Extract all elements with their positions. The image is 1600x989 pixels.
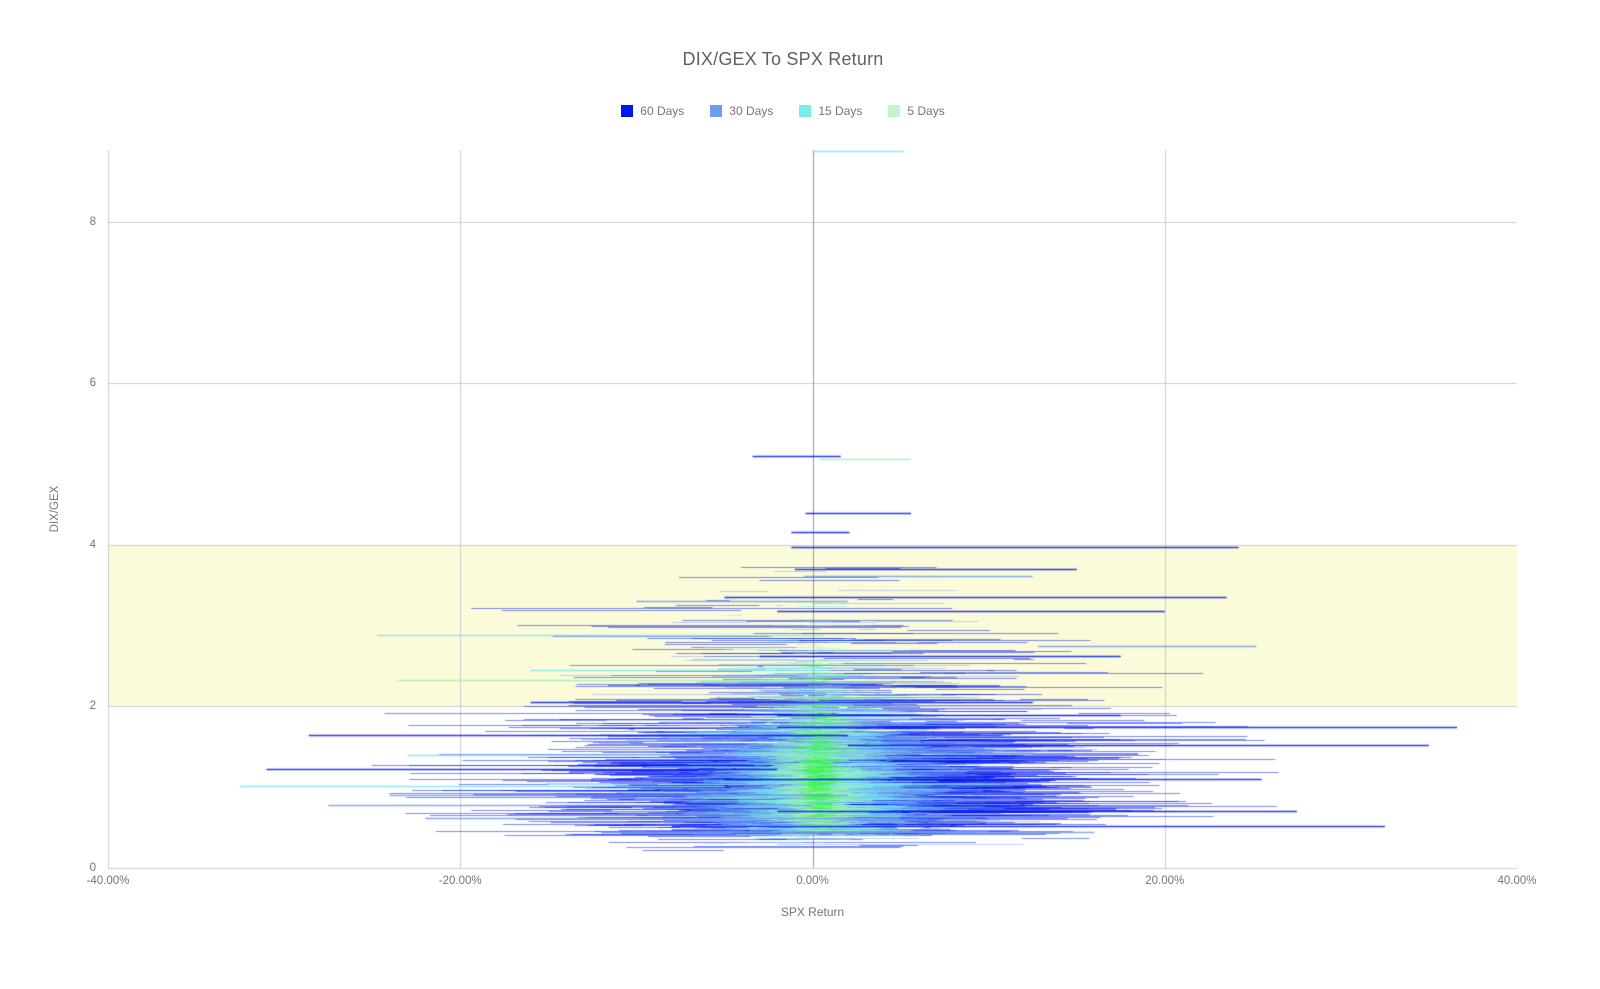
legend-swatch: [710, 105, 723, 117]
y-tick-label: 2: [89, 700, 96, 713]
x-tick-label: 40.00%: [1497, 875, 1537, 887]
y-tick-label: 6: [89, 377, 96, 390]
legend-label: 30 Days: [729, 104, 774, 118]
y-tick-label: 8: [89, 215, 96, 228]
legend-swatch: [621, 105, 634, 117]
legend-item-60-days: 60 Days: [621, 104, 684, 118]
legend-item-15-days: 15 Days: [799, 104, 862, 118]
x-tick-label: 20.00%: [1145, 875, 1185, 887]
legend-item-30-days: 30 Days: [710, 104, 773, 118]
y-tick-label: 0: [89, 862, 96, 874]
x-tick-label: 0.00%: [796, 875, 829, 887]
legend-label: 60 Days: [640, 104, 685, 118]
legend-swatch: [888, 105, 901, 117]
y-tick-label: 4: [89, 538, 96, 551]
x-tick-label: -40.00%: [86, 875, 130, 887]
y-axis-title: DIX/GEX: [49, 485, 61, 533]
legend-label: 15 Days: [818, 104, 863, 118]
legend-label: 5 Days: [907, 104, 945, 118]
legend-item-5-days: 5 Days: [888, 104, 945, 118]
legend: 60 Days 30 Days 15 Days 5 Days: [0, 104, 1566, 118]
x-axis-title: SPX Return: [780, 905, 845, 919]
legend-swatch: [799, 105, 812, 117]
chart-title: DIX/GEX To SPX Return: [682, 49, 884, 69]
x-tick-label: -20.00%: [438, 875, 482, 887]
